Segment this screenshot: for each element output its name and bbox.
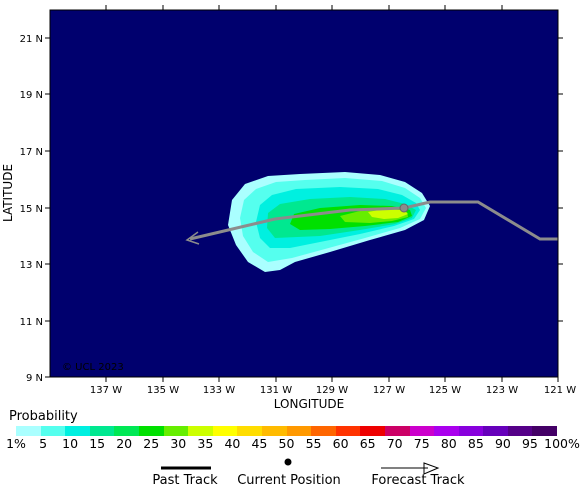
colorbar-swatch — [360, 426, 385, 436]
y-tick-label: 11 N — [20, 317, 43, 328]
colorbar-swatch — [65, 426, 90, 436]
colorbar-label: 40 — [224, 436, 241, 451]
current-position-marker — [399, 203, 409, 213]
colorbar-label: 80 — [440, 436, 457, 451]
colorbar-swatch — [286, 426, 312, 436]
colorbar-label: 95 — [521, 436, 538, 451]
colorbar-swatch — [335, 426, 361, 436]
colorbar-swatch — [89, 426, 115, 436]
colorbar-label: 30 — [170, 436, 187, 451]
past-track-line — [403, 200, 558, 241]
colorbar-labels: 1% 5 10 15 20 25 30 35 40 45 50 55 60 65 70 75 80 85 90 95 1… — [0, 436, 580, 452]
x-tick-label: 135 W — [147, 385, 179, 396]
colorbar-swatch — [507, 426, 533, 436]
colorbar-label: 1% — [6, 436, 26, 451]
storm-track — [185, 200, 558, 245]
copyright-text: © UCL 2023 — [62, 362, 124, 373]
colorbar-label: 20 — [116, 436, 133, 451]
x-tick-label: 129 W — [316, 385, 348, 396]
colorbar-swatch — [212, 426, 238, 436]
colorbar-swatch — [261, 426, 287, 436]
probability-colorbar — [16, 426, 558, 436]
colorbar-swatch — [311, 426, 336, 436]
colorbar-swatch — [434, 426, 459, 436]
colorbar-label: 5 — [39, 436, 48, 451]
x-tick-label: 133 W — [203, 385, 235, 396]
colorbar-label: 75 — [413, 436, 430, 451]
x-tick-label: 137 W — [90, 385, 122, 396]
colorbar-swatch — [532, 426, 558, 436]
colorbar-swatch — [163, 426, 189, 436]
y-axis-title: LATITUDE — [1, 164, 15, 222]
colorbar-label: 70 — [386, 436, 403, 451]
colorbar-swatch — [188, 426, 213, 436]
forecast-track-symbol — [381, 462, 440, 475]
x-tick-label: 125 W — [429, 385, 461, 396]
x-axis-title: LONGITUDE — [274, 397, 344, 411]
y-tick-label: 21 N — [20, 34, 43, 45]
current-position-symbol — [284, 458, 292, 466]
colorbar-label: 15 — [89, 436, 106, 451]
colorbar-swatch — [114, 426, 139, 436]
colorbar-label: 100% — [544, 436, 580, 451]
colorbar-label: 60 — [332, 436, 349, 451]
colorbar-label: 10 — [62, 436, 79, 451]
forecast-track-label: Forecast Track — [371, 473, 465, 488]
y-tick-label: 15 N — [20, 204, 43, 215]
probability-title: Probability — [9, 409, 78, 424]
forecast-arrowhead — [185, 231, 200, 245]
past-track-label: Past Track — [152, 473, 218, 488]
y-axis: 21 N 19 N 17 N 15 N 13 N 11 N 9 N LATITU… — [1, 34, 563, 384]
colorbar-label: 25 — [143, 436, 160, 451]
y-tick-label: 9 N — [26, 373, 43, 384]
x-tick-label: 131 W — [260, 385, 292, 396]
x-tick-label: 121 W — [544, 385, 576, 396]
colorbar-label: 55 — [305, 436, 322, 451]
colorbar-label: 45 — [251, 436, 268, 451]
colorbar-swatch — [458, 426, 484, 436]
colorbar-label: 50 — [278, 436, 295, 451]
colorbar-label: 65 — [359, 436, 376, 451]
x-tick-label: 123 W — [486, 385, 518, 396]
colorbar-swatch — [483, 426, 508, 436]
colorbar-swatch — [384, 426, 410, 436]
colorbar-swatch — [409, 426, 435, 436]
forecast-track-line — [189, 206, 405, 241]
x-axis: 137 W 135 W 133 W 131 W 129 W 127 W 125 … — [90, 5, 576, 411]
colorbar-label: 85 — [467, 436, 484, 451]
colorbar-label: 35 — [197, 436, 214, 451]
y-tick-label: 13 N — [20, 260, 43, 271]
colorbar-swatch — [138, 426, 164, 436]
colorbar-swatch — [237, 426, 262, 436]
map-frame — [49, 9, 559, 378]
probability-swath — [228, 172, 430, 272]
current-position-label: Current Position — [237, 473, 341, 488]
colorbar-label: 90 — [494, 436, 511, 451]
prob-zone-7 — [368, 209, 408, 219]
colorbar-swatch — [40, 426, 66, 436]
y-tick-label: 19 N — [20, 90, 43, 101]
x-tick-label: 127 W — [373, 385, 405, 396]
y-tick-label: 17 N — [20, 147, 43, 158]
colorbar-swatch — [16, 426, 41, 436]
